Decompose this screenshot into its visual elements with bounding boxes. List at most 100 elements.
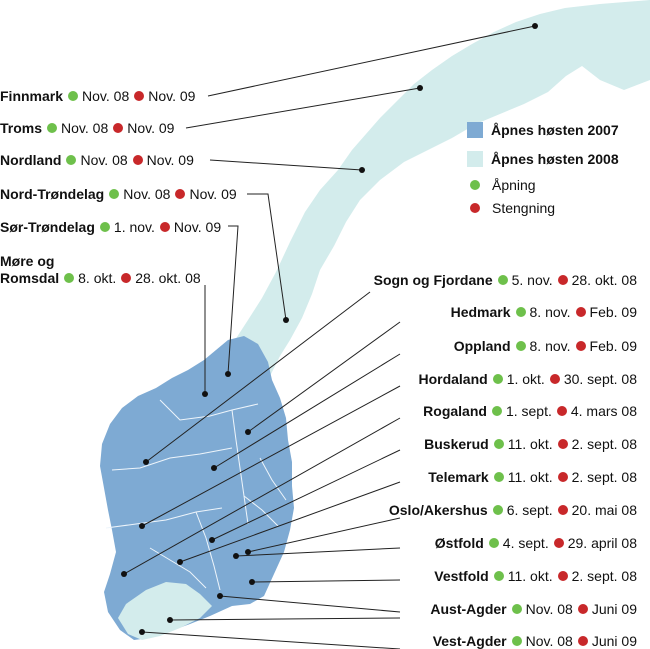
region-name: Østfold bbox=[434, 535, 484, 551]
closing-date: 30. sept. 08 bbox=[563, 371, 637, 387]
region-name: Oslo/Akershus bbox=[388, 502, 488, 518]
legend-dot-opening bbox=[470, 180, 480, 190]
opening-date: Nov. 08 bbox=[82, 88, 130, 104]
closing-date: 4. mars 08 bbox=[570, 403, 637, 419]
closing-dot bbox=[134, 91, 145, 101]
opening-dot bbox=[109, 189, 120, 199]
opening-dot bbox=[488, 538, 499, 548]
closing-date: Nov. 09 bbox=[146, 152, 194, 168]
opening-dot bbox=[491, 406, 502, 416]
closing-date: Nov. 09 bbox=[148, 88, 196, 104]
opening-date: 1. nov. bbox=[113, 219, 155, 235]
closing-dot bbox=[575, 307, 586, 317]
opening-date: Nov. 08 bbox=[80, 152, 128, 168]
region-row-hedmark: Hedmark 8. nov. Feb. 09 bbox=[451, 304, 637, 320]
opening-dot bbox=[66, 155, 77, 165]
closing-dot bbox=[549, 374, 560, 384]
opening-dot bbox=[493, 472, 504, 482]
legend-label-opening: Åpning bbox=[492, 177, 536, 193]
opening-date: 8. nov. bbox=[529, 304, 571, 320]
region-row-vest-agder: Vest-Agder Nov. 08 Juni 09 bbox=[433, 633, 637, 649]
region-row-hordaland: Hordaland 1. okt. 30. sept. 08 bbox=[418, 371, 637, 387]
region-row-nord-trondelag: Nord-Trøndelag Nov. 08 Nov. 09 bbox=[0, 186, 237, 202]
closing-dot bbox=[557, 439, 568, 449]
closing-dot bbox=[113, 123, 124, 133]
legend-label-closing: Stengning bbox=[492, 200, 556, 216]
opening-date: 1. okt. bbox=[506, 371, 545, 387]
closing-dot bbox=[557, 505, 568, 515]
opening-date: 8. nov. bbox=[529, 338, 571, 354]
legend-opens-2008: Åpnes høsten 2008 bbox=[467, 151, 619, 167]
opening-date: 11. okt. bbox=[507, 568, 553, 584]
legend-swatch-2008 bbox=[467, 151, 483, 167]
closing-dot bbox=[121, 273, 132, 283]
legend-label-2008: Åpnes høsten 2008 bbox=[491, 151, 619, 167]
region-name: Aust-Agder bbox=[430, 601, 507, 617]
opening-dot bbox=[64, 273, 75, 283]
opening-date: Nov. 08 bbox=[61, 120, 109, 136]
region-row-ostfold: Østfold 4. sept. 29. april 08 bbox=[435, 535, 637, 551]
region-name: Hordaland bbox=[418, 371, 488, 387]
region-row-rogaland: Rogaland 1. sept. 4. mars 08 bbox=[423, 403, 637, 419]
opening-dot bbox=[511, 604, 522, 614]
opening-date: 8. okt. bbox=[78, 270, 117, 286]
region-row-vestfold: Vestfold 11. okt. 2. sept. 08 bbox=[434, 568, 637, 584]
opening-dot bbox=[511, 636, 522, 646]
closing-date: Juni 09 bbox=[591, 601, 637, 617]
legend-swatch-2007 bbox=[467, 122, 483, 138]
leader-endpoints bbox=[121, 23, 538, 635]
opening-date: Nov. 08 bbox=[525, 601, 573, 617]
closing-dot bbox=[557, 275, 568, 285]
region-vest-agder bbox=[118, 582, 212, 640]
opening-dot bbox=[493, 439, 504, 449]
region-row-oppland: Oppland 8. nov. Feb. 09 bbox=[454, 338, 637, 354]
region-name: Troms bbox=[0, 120, 43, 136]
closing-dot bbox=[557, 472, 568, 482]
closing-dot bbox=[553, 538, 564, 548]
opening-dot bbox=[515, 307, 526, 317]
opening-date: 11. okt. bbox=[507, 436, 553, 452]
region-row-more-og-romsdal: Romsdal 8. okt. 28. okt. 08 bbox=[0, 270, 201, 286]
legend-label-2007: Åpnes høsten 2007 bbox=[491, 122, 619, 138]
region-row-oslo-akershus: Oslo/Akershus 6. sept. 20. mai 08 bbox=[389, 502, 637, 518]
region-row-sor-trondelag: Sør-Trøndelag 1. nov. Nov. 09 bbox=[0, 219, 221, 235]
closing-date: Nov. 09 bbox=[127, 120, 175, 136]
closing-date: Nov. 09 bbox=[189, 186, 237, 202]
closing-dot bbox=[575, 341, 586, 351]
legend-opening: Åpning bbox=[467, 177, 536, 193]
opening-date: 11. okt. bbox=[507, 469, 553, 485]
legend-dot-closing bbox=[470, 203, 480, 213]
region-row-nordland: Nordland Nov. 08 Nov. 09 bbox=[0, 152, 194, 168]
region-name: Vestfold bbox=[434, 568, 489, 584]
region-name: Sogn og Fjordane bbox=[373, 272, 493, 288]
leader-lines bbox=[123, 25, 536, 649]
opening-date: 6. sept. bbox=[506, 502, 553, 518]
region-name: Vest-Agder bbox=[432, 633, 507, 649]
region-name: Telemark bbox=[428, 469, 489, 485]
closing-dot bbox=[557, 571, 568, 581]
closing-date: 2. sept. 08 bbox=[571, 469, 637, 485]
region-row-buskerud: Buskerud 11. okt. 2. sept. 08 bbox=[424, 436, 637, 452]
region-row-finnmark: Finnmark Nov. 08 Nov. 09 bbox=[0, 88, 195, 104]
opening-date: Nov. 08 bbox=[123, 186, 171, 202]
closing-date: Feb. 09 bbox=[589, 338, 637, 354]
region-name: Oppland bbox=[453, 338, 511, 354]
opening-dot bbox=[492, 374, 503, 384]
region-name: Rogaland bbox=[423, 403, 487, 419]
region-name-more-line1: Møre og bbox=[0, 253, 55, 269]
region-south-norway bbox=[100, 336, 294, 640]
region-north-norway bbox=[235, 0, 650, 376]
region-name: Romsdal bbox=[0, 270, 60, 286]
opening-dot bbox=[68, 91, 79, 101]
closing-date: Juni 09 bbox=[591, 633, 637, 649]
legend-closing: Stengning bbox=[467, 200, 555, 216]
legend-opens-2007: Åpnes høsten 2007 bbox=[467, 122, 619, 138]
region-row-troms: Troms Nov. 08 Nov. 09 bbox=[0, 120, 174, 136]
opening-date: 1. sept. bbox=[505, 403, 552, 419]
opening-dot bbox=[47, 123, 58, 133]
opening-dot bbox=[515, 341, 526, 351]
opening-dot bbox=[492, 505, 503, 515]
closing-date: 29. april 08 bbox=[567, 535, 637, 551]
